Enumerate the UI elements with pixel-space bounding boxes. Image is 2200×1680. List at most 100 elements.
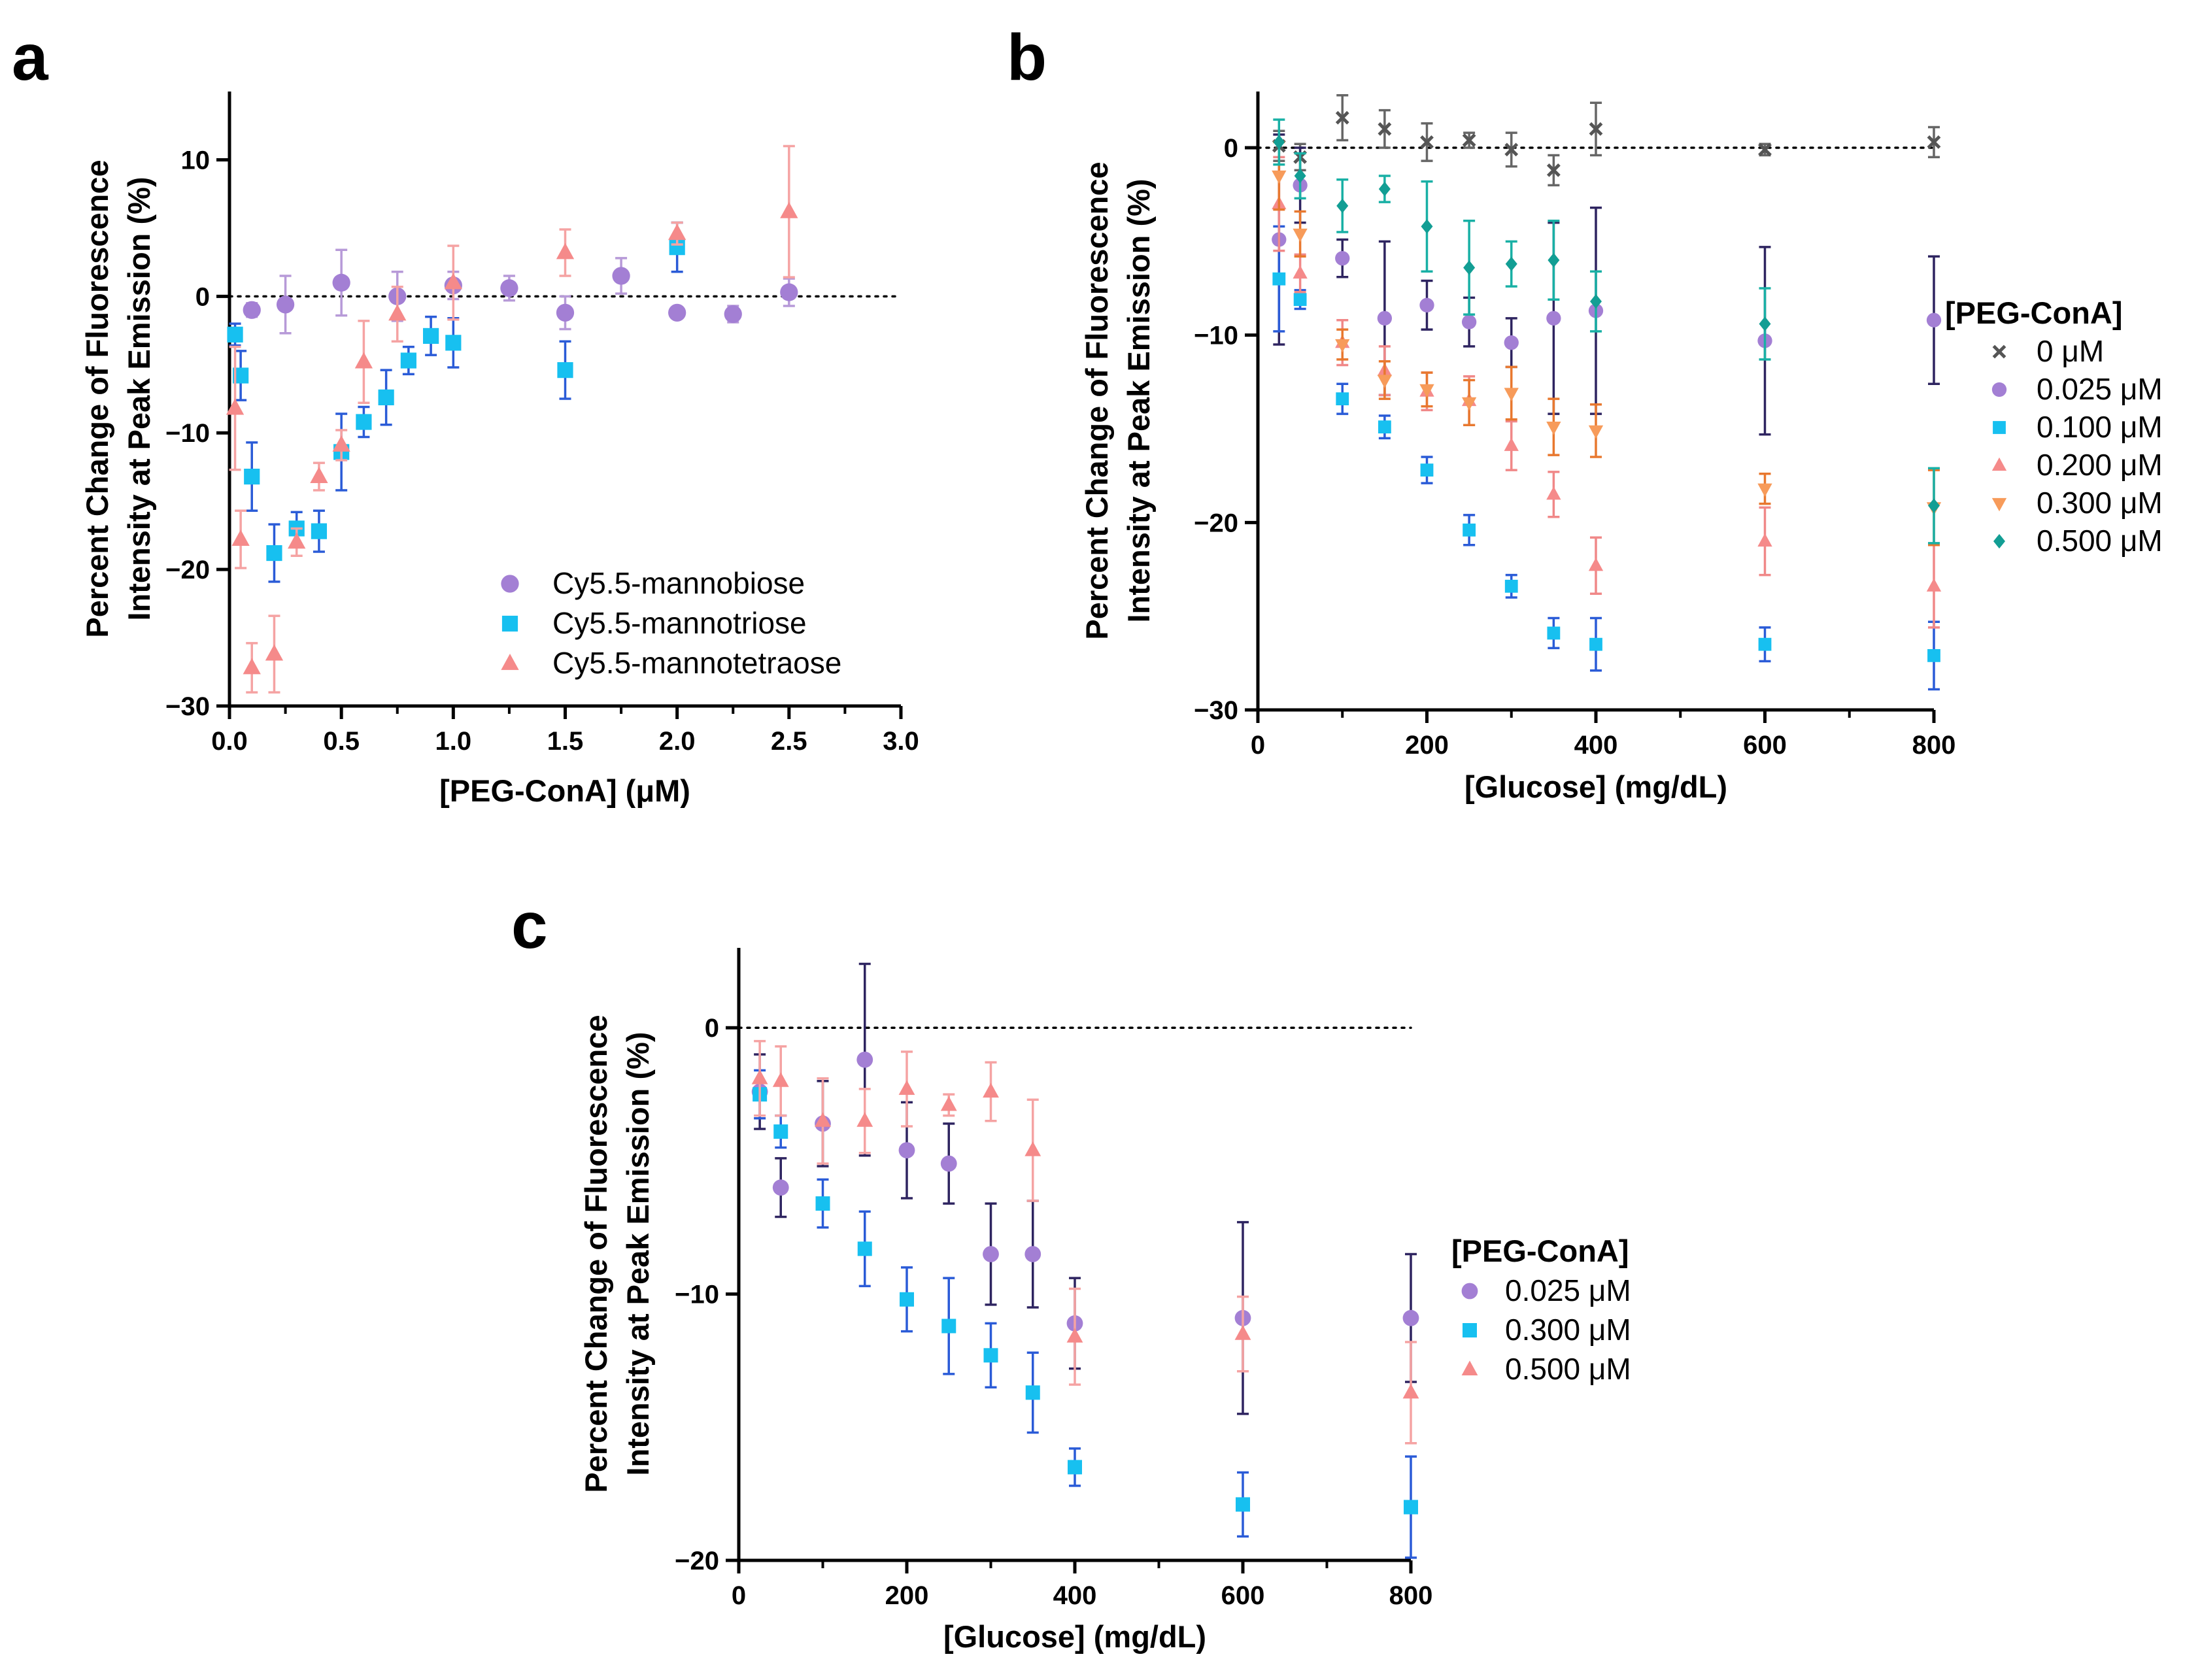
- panel-c-y-axis-title-line: Intensity at Peak Emission (%): [620, 1032, 655, 1475]
- panel-b-data-point: [1546, 486, 1561, 500]
- panel-c-data-point: [815, 1196, 830, 1211]
- panel-b-x-tick-label: 200: [1405, 731, 1449, 760]
- panel-a-data-point: [265, 644, 284, 661]
- panel-b-series-5: [1273, 118, 1940, 545]
- panel-a-legend-marker: [501, 575, 519, 593]
- panel-a-data-point: [244, 468, 260, 485]
- panel-a-x-tick-label: 0.5: [323, 727, 360, 756]
- panel-c-data-point: [940, 1096, 957, 1111]
- panel-a-data-point: [668, 303, 686, 322]
- panel-b-legend-marker: [1991, 497, 2007, 512]
- panel-b-data-point: [1588, 558, 1604, 571]
- panel-c-legend-label: 0.300 μM: [1505, 1313, 1631, 1347]
- panel-c-data-point: [1066, 1328, 1083, 1343]
- panel-a-x-tick-label: 1.5: [547, 727, 584, 756]
- panel-b-legend-marker: [1991, 457, 2007, 471]
- panel-a-data-point: [378, 389, 394, 406]
- panel-b-y-axis-title: Percent Change of Fluorescence Intensity …: [1079, 161, 1156, 639]
- panel-b-data-point: [1377, 311, 1393, 326]
- panel-c-legend-marker: [1461, 1283, 1478, 1300]
- panel-b-x-axis-title: [Glucose] (mg/dL): [1464, 769, 1727, 804]
- panel-a: 0.0 0.5 1.0 1.5 2.0 2.5 3.0 −30 −20 −10 0 10 [PEG-Co…: [80, 92, 919, 808]
- panel-b-data-point: [1335, 339, 1350, 353]
- panel-c-legend-label: 0.500 μM: [1505, 1352, 1631, 1386]
- panel-b-data-point: [1335, 110, 1349, 125]
- panel-a-series-2: [226, 144, 798, 694]
- panel-c-series-2: [751, 1039, 1419, 1445]
- panel-b-legend-label: 0 μM: [2037, 334, 2104, 368]
- panel-b-data-point: [1926, 312, 1942, 328]
- panel-b-label: b: [1007, 21, 1047, 94]
- panel-a-data-point: [356, 414, 372, 430]
- panel-c-legend-label: 0.025 μM: [1505, 1273, 1631, 1307]
- panel-a-data-point: [500, 279, 518, 297]
- panel-a-legend-label: Cy5.5-mannotetraose: [552, 646, 841, 680]
- panel-b-data-point: [1504, 437, 1519, 451]
- panel-b-legend-marker: [1993, 421, 2006, 434]
- panel-b-series-3: [1272, 156, 1942, 629]
- panel-c-y-tick-label: −10: [675, 1281, 719, 1309]
- panel-b-data-point: [1293, 228, 1308, 243]
- panel-a-data-point: [243, 301, 261, 319]
- panel-c-data-point: [1024, 1141, 1041, 1156]
- panel-c-x-tick-label: 400: [1053, 1581, 1097, 1610]
- panel-a-data-point: [724, 305, 742, 324]
- panel-b-legend-title: [PEG-ConA]: [1945, 295, 2123, 330]
- panel-b-data-point: [1377, 375, 1393, 388]
- panel-b-data-point: [1589, 122, 1603, 136]
- panel-c-x-tick-label: 800: [1389, 1581, 1433, 1610]
- panel-c-x-axis-title: [Glucose] (mg/dL): [943, 1619, 1206, 1654]
- panel-b-series-1: [1272, 133, 1942, 436]
- panel-c-data-point: [773, 1124, 788, 1139]
- panel-a-legend-marker: [501, 615, 518, 632]
- panel-c-data-point: [898, 1142, 915, 1159]
- panel-b-data-point: [1419, 384, 1434, 398]
- panel-b-series-2: [1272, 225, 1940, 691]
- panel-b-data-point: [1463, 523, 1476, 537]
- panel-b-data-point: [1420, 135, 1434, 149]
- panel-c-series-0: [751, 962, 1419, 1415]
- panel-b-x-tick-label: 600: [1743, 731, 1787, 760]
- panel-a-data-point: [423, 328, 439, 344]
- panel-b-data-point: [1336, 392, 1349, 406]
- panel-a-series-0: [243, 248, 798, 335]
- panel-b-y-axis-title-line: Percent Change of Fluorescence: [1079, 161, 1114, 639]
- panel-b-data-point: [1378, 420, 1391, 434]
- panel-a-x-tick-label: 1.0: [435, 727, 472, 756]
- panel-b-data-point: [1588, 425, 1604, 439]
- panel-a-data-point: [556, 243, 575, 260]
- panel-b-data-point: [1462, 133, 1476, 147]
- panel-c-data-point: [856, 1051, 873, 1068]
- panel-b-data-point: [1546, 311, 1561, 326]
- panel-c-data-point: [1234, 1325, 1251, 1340]
- panel-c-data-point: [1402, 1383, 1419, 1399]
- panel-b-data-point: [1504, 143, 1519, 157]
- panel-b-data-point: [1757, 533, 1772, 547]
- panel-b-data-point: [1272, 170, 1287, 184]
- panel-b-data-point: [1273, 135, 1285, 150]
- panel-a-data-point: [243, 658, 261, 675]
- panel-a-data-point: [612, 267, 630, 285]
- panel-b-data-point: [1926, 578, 1942, 592]
- panel-a-y-axis-title-line: Intensity at Peak Emission (%): [122, 176, 156, 620]
- panel-a-data-point: [556, 303, 575, 322]
- panel-c-y-tick-label: −20: [675, 1547, 719, 1575]
- panel-a-data-point: [332, 435, 350, 452]
- panel-b-legend-label: 0.025 μM: [2037, 372, 2163, 406]
- panel-c-data-point: [1024, 1246, 1041, 1262]
- panel-c-data-point: [772, 1072, 789, 1087]
- panel-a-data-point: [231, 529, 250, 546]
- panel-b-data-point: [1419, 297, 1434, 312]
- panel-c-y-axis-title-line: Percent Change of Fluorescence: [579, 1015, 613, 1492]
- panel-c-y-axis-title: Percent Change of Fluorescence Intensity …: [579, 1015, 655, 1492]
- panel-b-legend-marker: [1993, 533, 2005, 549]
- panel-b-x-tick-label: 800: [1912, 731, 1956, 760]
- panel-a-x-tick-label: 2.0: [659, 727, 696, 756]
- panel-c-data-point: [898, 1080, 915, 1095]
- panel-c-legend-title: [PEG-ConA]: [1451, 1234, 1629, 1268]
- panel-c-x-tick-label: 600: [1221, 1581, 1265, 1610]
- panel-b-data-point: [1461, 397, 1477, 411]
- panel-a-data-point: [445, 335, 462, 351]
- panel-b-data-point: [1272, 272, 1286, 286]
